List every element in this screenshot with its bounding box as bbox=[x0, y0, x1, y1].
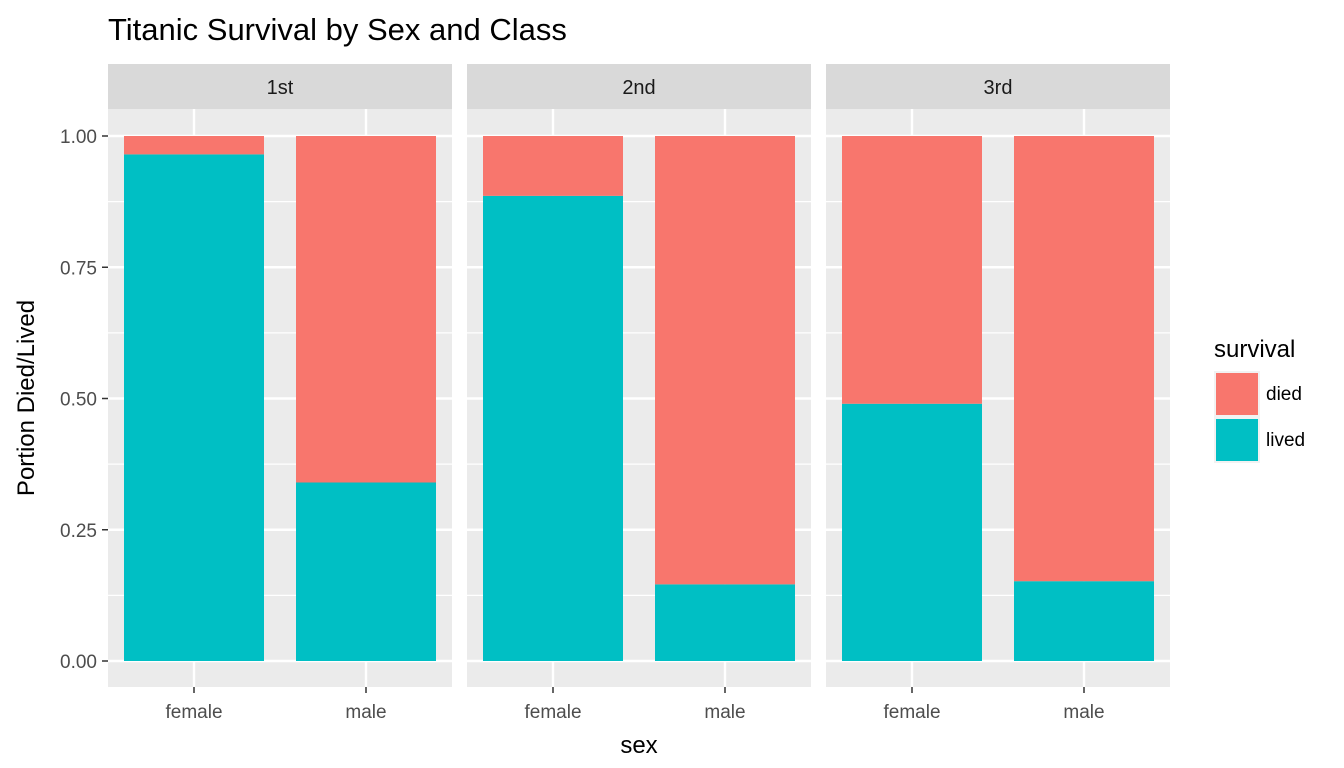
y-tick-label: 0.50 bbox=[60, 390, 97, 411]
bar-lived bbox=[1014, 581, 1154, 661]
facet-panel: 2nd female male bbox=[467, 64, 811, 723]
bar-lived bbox=[655, 584, 795, 661]
x-tick-label: female bbox=[883, 702, 940, 723]
facet-panel: 1st female male bbox=[108, 64, 452, 723]
bar-died bbox=[483, 136, 623, 196]
x-tick-label: male bbox=[704, 702, 745, 723]
bar-lived bbox=[296, 482, 436, 661]
facet-strip bbox=[826, 64, 1170, 109]
x-axis-title: sex bbox=[620, 732, 657, 759]
x-tick-label: male bbox=[1063, 702, 1104, 723]
x-tick-label: female bbox=[165, 702, 222, 723]
x-tick-label: female bbox=[524, 702, 581, 723]
facet-strip-label: 3rd bbox=[984, 77, 1013, 99]
legend-key-lived bbox=[1216, 419, 1258, 461]
facet-panel: 3rd female male bbox=[826, 64, 1170, 723]
legend-title: survival bbox=[1214, 336, 1295, 363]
legend-label: lived bbox=[1266, 430, 1305, 451]
y-axis-title: Portion Died/Lived bbox=[13, 300, 40, 496]
x-tick-label: male bbox=[345, 702, 386, 723]
legend-key-died bbox=[1216, 373, 1258, 415]
y-tick-label: 0.75 bbox=[60, 258, 97, 279]
bar-lived bbox=[124, 154, 264, 661]
bar-lived bbox=[842, 403, 982, 661]
y-axis: 0.00 0.25 0.50 0.75 1.00 bbox=[60, 127, 108, 673]
y-tick-label: 0.25 bbox=[60, 521, 97, 542]
bar-died bbox=[842, 136, 982, 404]
y-tick-label: 1.00 bbox=[60, 127, 97, 148]
bar-died bbox=[124, 136, 264, 155]
facet-strip bbox=[467, 64, 811, 109]
bar-died bbox=[655, 136, 795, 585]
chart-title: Titanic Survival by Sex and Class bbox=[108, 12, 567, 47]
bar-died bbox=[296, 136, 436, 483]
facet-strip-label: 2nd bbox=[622, 77, 655, 99]
y-tick-label: 0.00 bbox=[60, 652, 97, 673]
bar-died bbox=[1014, 136, 1154, 582]
facet-panels: 1st female male 2nd female male 3rd female male bbox=[108, 64, 1170, 723]
legend-label: died bbox=[1266, 384, 1302, 405]
facet-strip-label: 1st bbox=[267, 77, 294, 99]
facet-strip bbox=[108, 64, 452, 109]
legend: survival died lived bbox=[1214, 336, 1305, 463]
bar-lived bbox=[483, 195, 623, 661]
